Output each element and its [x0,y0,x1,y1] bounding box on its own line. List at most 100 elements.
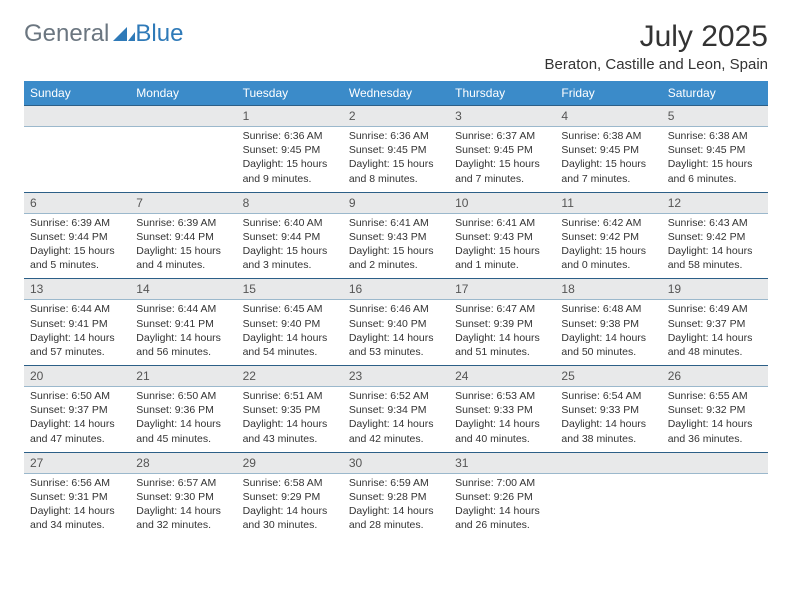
day-number-cell: 27 [24,452,130,473]
daylight-text: Daylight: 15 hours and 0 minutes. [561,244,655,272]
sunrise-text: Sunrise: 6:45 AM [243,302,337,316]
day-detail-cell: Sunrise: 6:58 AMSunset: 9:29 PMDaylight:… [237,473,343,538]
day-number-cell: 31 [449,452,555,473]
daylight-text: Daylight: 15 hours and 4 minutes. [136,244,230,272]
daylight-text: Daylight: 15 hours and 8 minutes. [349,157,443,185]
day-number-cell: 5 [662,106,768,127]
day-header: Tuesday [237,81,343,106]
daylight-text: Daylight: 15 hours and 9 minutes. [243,157,337,185]
sunrise-text: Sunrise: 6:39 AM [30,216,124,230]
sunset-text: Sunset: 9:33 PM [455,403,549,417]
day-detail-cell: Sunrise: 6:41 AMSunset: 9:43 PMDaylight:… [449,213,555,279]
sunrise-text: Sunrise: 6:44 AM [30,302,124,316]
day-number-cell: 10 [449,192,555,213]
daylight-text: Daylight: 14 hours and 28 minutes. [349,504,443,532]
sunrise-text: Sunrise: 6:59 AM [349,476,443,490]
sunrise-text: Sunrise: 6:51 AM [243,389,337,403]
day-number-cell: 18 [555,279,661,300]
sunset-text: Sunset: 9:30 PM [136,490,230,504]
day-detail-cell [130,127,236,193]
day-number-cell: 2 [343,106,449,127]
day-number-cell: 24 [449,366,555,387]
daylight-text: Daylight: 14 hours and 32 minutes. [136,504,230,532]
sunrise-text: Sunrise: 6:47 AM [455,302,549,316]
day-detail-cell: Sunrise: 6:57 AMSunset: 9:30 PMDaylight:… [130,473,236,538]
daylight-text: Daylight: 14 hours and 51 minutes. [455,331,549,359]
daylight-text: Daylight: 14 hours and 53 minutes. [349,331,443,359]
day-number-cell: 12 [662,192,768,213]
sunrise-text: Sunrise: 6:40 AM [243,216,337,230]
sunset-text: Sunset: 9:42 PM [668,230,762,244]
day-number-cell: 13 [24,279,130,300]
sunrise-text: Sunrise: 6:56 AM [30,476,124,490]
daylight-text: Daylight: 14 hours and 56 minutes. [136,331,230,359]
day-number-cell: 28 [130,452,236,473]
day-detail-cell: Sunrise: 6:47 AMSunset: 9:39 PMDaylight:… [449,300,555,366]
sunrise-text: Sunrise: 6:53 AM [455,389,549,403]
daylight-text: Daylight: 14 hours and 26 minutes. [455,504,549,532]
sunset-text: Sunset: 9:45 PM [349,143,443,157]
day-number-cell [555,452,661,473]
day-number-cell [24,106,130,127]
day-detail-cell: Sunrise: 6:42 AMSunset: 9:42 PMDaylight:… [555,213,661,279]
day-detail-cell: Sunrise: 6:59 AMSunset: 9:28 PMDaylight:… [343,473,449,538]
day-number-cell: 20 [24,366,130,387]
day-detail-cell: Sunrise: 6:56 AMSunset: 9:31 PMDaylight:… [24,473,130,538]
day-number-cell: 29 [237,452,343,473]
sunset-text: Sunset: 9:45 PM [668,143,762,157]
sunrise-text: Sunrise: 6:55 AM [668,389,762,403]
sunset-text: Sunset: 9:45 PM [455,143,549,157]
day-detail-cell: Sunrise: 6:39 AMSunset: 9:44 PMDaylight:… [24,213,130,279]
day-number-cell: 23 [343,366,449,387]
sunrise-text: Sunrise: 6:37 AM [455,129,549,143]
header: General Blue July 2025 Beraton, Castille… [24,20,768,73]
daylight-text: Daylight: 14 hours and 50 minutes. [561,331,655,359]
sunset-text: Sunset: 9:45 PM [561,143,655,157]
day-detail-cell: Sunrise: 6:44 AMSunset: 9:41 PMDaylight:… [24,300,130,366]
week-detail-row: Sunrise: 6:36 AMSunset: 9:45 PMDaylight:… [24,127,768,193]
day-number-cell: 8 [237,192,343,213]
sail-icon [113,20,135,48]
day-detail-cell: Sunrise: 6:43 AMSunset: 9:42 PMDaylight:… [662,213,768,279]
day-number-cell: 21 [130,366,236,387]
day-detail-cell [24,127,130,193]
day-number-cell: 22 [237,366,343,387]
sunrise-text: Sunrise: 6:39 AM [136,216,230,230]
title-block: July 2025 Beraton, Castille and Leon, Sp… [545,20,768,73]
day-detail-cell: Sunrise: 6:39 AMSunset: 9:44 PMDaylight:… [130,213,236,279]
sunset-text: Sunset: 9:37 PM [668,317,762,331]
sunrise-text: Sunrise: 6:58 AM [243,476,337,490]
day-detail-cell: Sunrise: 6:53 AMSunset: 9:33 PMDaylight:… [449,387,555,453]
sunset-text: Sunset: 9:35 PM [243,403,337,417]
sunset-text: Sunset: 9:32 PM [668,403,762,417]
sunset-text: Sunset: 9:42 PM [561,230,655,244]
sunset-text: Sunset: 9:39 PM [455,317,549,331]
sunset-text: Sunset: 9:33 PM [561,403,655,417]
sunset-text: Sunset: 9:41 PM [136,317,230,331]
sunset-text: Sunset: 9:40 PM [349,317,443,331]
daylight-text: Daylight: 14 hours and 30 minutes. [243,504,337,532]
daylight-text: Daylight: 14 hours and 54 minutes. [243,331,337,359]
day-detail-cell: Sunrise: 6:55 AMSunset: 9:32 PMDaylight:… [662,387,768,453]
daylight-text: Daylight: 15 hours and 7 minutes. [561,157,655,185]
sunrise-text: Sunrise: 6:54 AM [561,389,655,403]
day-detail-cell: Sunrise: 6:38 AMSunset: 9:45 PMDaylight:… [555,127,661,193]
day-header: Wednesday [343,81,449,106]
day-number-cell [662,452,768,473]
sunrise-text: Sunrise: 6:50 AM [30,389,124,403]
week-number-row: 6789101112 [24,192,768,213]
daylight-text: Daylight: 15 hours and 3 minutes. [243,244,337,272]
sunset-text: Sunset: 9:40 PM [243,317,337,331]
day-number-cell: 25 [555,366,661,387]
week-number-row: 12345 [24,106,768,127]
location-text: Beraton, Castille and Leon, Spain [545,56,768,73]
sunrise-text: Sunrise: 7:00 AM [455,476,549,490]
week-number-row: 20212223242526 [24,366,768,387]
sunrise-text: Sunrise: 6:44 AM [136,302,230,316]
brand-part2: Blue [135,20,183,48]
daylight-text: Daylight: 15 hours and 1 minute. [455,244,549,272]
day-detail-cell: Sunrise: 6:50 AMSunset: 9:37 PMDaylight:… [24,387,130,453]
week-detail-row: Sunrise: 6:39 AMSunset: 9:44 PMDaylight:… [24,213,768,279]
day-number-cell: 14 [130,279,236,300]
month-title: July 2025 [545,20,768,54]
